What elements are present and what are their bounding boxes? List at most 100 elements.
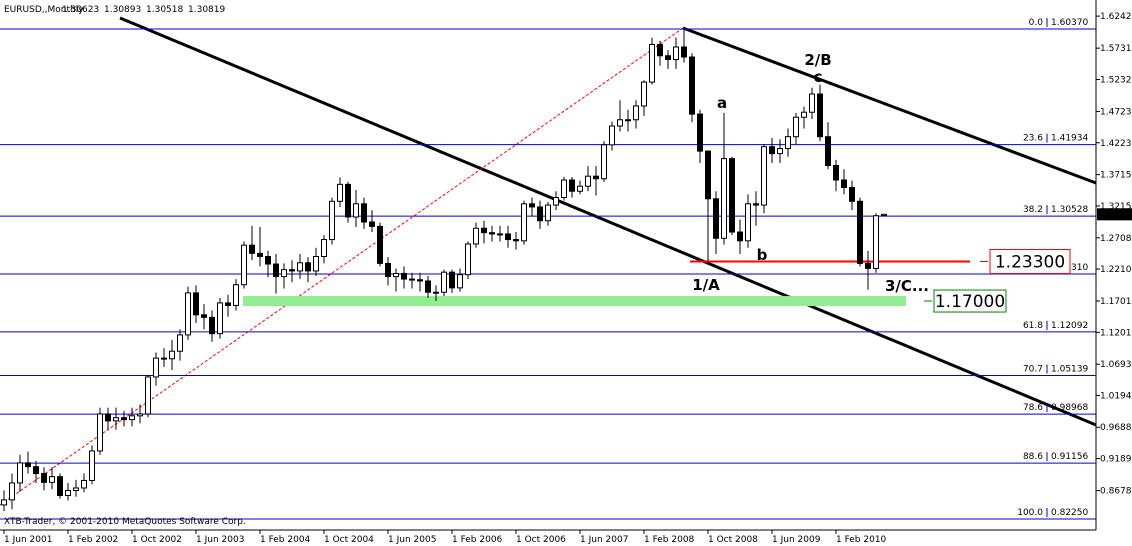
candle-body — [481, 227, 487, 234]
fib-level: 100.0 — [1017, 508, 1043, 518]
candle-body — [505, 233, 511, 241]
x-tick-label: 1 Feb 2006 — [452, 535, 503, 545]
candle-body — [377, 225, 383, 264]
candle-body — [729, 158, 735, 233]
candle-body — [577, 185, 583, 192]
x-tick-label: 1 Jun 2001 — [4, 535, 52, 545]
trend-line — [119, 16, 1097, 427]
candle-body — [65, 489, 71, 496]
header-high: 1.30893 — [104, 5, 141, 15]
candle-body — [153, 357, 159, 378]
candle-body — [281, 269, 287, 278]
fib-base-line — [0, 27, 684, 506]
candle-body — [105, 413, 111, 422]
candle-body — [361, 203, 367, 223]
candle-body — [585, 175, 591, 187]
fib-price: 1.30528 — [1051, 205, 1088, 215]
level-box — [989, 249, 1071, 275]
candle-body — [857, 200, 863, 264]
candle-body — [113, 417, 119, 422]
plot-area: 0.01.6037023.61.4193438.21.3052850.01.21… — [0, 17, 1096, 520]
candle-body — [57, 476, 63, 496]
y-tick-label: 0.86780 — [1100, 487, 1132, 497]
candle-body — [217, 302, 223, 335]
fib-price: 1.05139 — [1051, 364, 1088, 374]
annotation: 1/A — [692, 276, 720, 294]
candle-body — [185, 292, 191, 336]
fib-level: 23.6 — [1023, 134, 1043, 144]
candle-body — [721, 158, 727, 239]
candle-body — [137, 413, 143, 417]
x-tick-label: 1 Feb 2010 — [836, 535, 887, 545]
candle-body — [617, 119, 623, 127]
candle-body — [417, 279, 423, 282]
candle-body — [385, 262, 391, 278]
annotation: b — [757, 246, 768, 264]
candle-body — [89, 450, 95, 481]
fib-price: 0.82250 — [1051, 508, 1088, 518]
candle-body — [401, 272, 407, 280]
fib-level: 78.6 — [1023, 403, 1043, 413]
y-tick-label: 1.42230 — [1100, 139, 1132, 149]
candle-body — [265, 255, 271, 265]
candle-body — [497, 233, 503, 236]
y-tick-label: 1.32150 — [1100, 202, 1132, 212]
x-tick-label: 1 Oct 2006 — [516, 535, 566, 545]
candle-body — [753, 203, 759, 206]
y-tick-label: 1.57310 — [1100, 44, 1132, 54]
candle-body — [641, 81, 647, 107]
y-tick-label: 1.62420 — [1100, 12, 1132, 22]
candle-body — [33, 466, 39, 475]
candle-body — [649, 43, 655, 83]
candle-body — [97, 413, 103, 452]
current-price-label: 1.30819 — [1099, 210, 1132, 220]
candle-body — [305, 262, 311, 272]
y-tick-label: 1.47230 — [1100, 107, 1132, 117]
annotation: 2/B — [804, 51, 831, 69]
candle-body — [849, 186, 855, 202]
symbol: EURUSD,,Monthly — [4, 5, 84, 15]
candle-body — [625, 119, 631, 122]
candle-body — [425, 280, 431, 293]
candle-body — [593, 175, 599, 180]
x-tick-label: 1 Jun 2005 — [388, 535, 436, 545]
candle-body — [337, 183, 343, 202]
candle-body — [201, 314, 207, 318]
candle-body — [785, 136, 791, 150]
candle-body — [17, 462, 23, 484]
x-tick-label: 1 Jun 2003 — [196, 535, 244, 545]
candle-body — [697, 113, 703, 152]
y-tick-label: 1.52320 — [1100, 75, 1132, 85]
candle-body — [561, 179, 567, 199]
candle-body — [873, 215, 879, 269]
candle-body — [297, 262, 303, 272]
candle-body — [409, 278, 415, 281]
candle-body — [737, 231, 743, 242]
x-tick-label: 1 Feb 2002 — [68, 535, 118, 545]
candle-body — [449, 271, 455, 289]
candle-body — [121, 417, 127, 421]
candle-body — [825, 136, 831, 167]
candle-body — [329, 200, 335, 241]
candle-body — [345, 183, 351, 218]
candle-body — [49, 476, 55, 483]
annotation: a — [717, 94, 727, 112]
candle-body — [545, 204, 551, 222]
candle-body — [81, 479, 87, 489]
candle-body — [817, 93, 823, 138]
candle-body — [881, 213, 887, 217]
fib-level: 61.8 — [1023, 321, 1043, 331]
y-tick-label: 1.12010 — [1100, 328, 1132, 338]
x-tick-label: 1 Oct 2004 — [324, 535, 374, 545]
x-tick-label: 1 Feb 2008 — [644, 535, 695, 545]
candle-body — [289, 269, 295, 272]
annotation: 3/C... — [885, 277, 929, 295]
candle-body — [193, 292, 199, 316]
candle-body — [529, 203, 535, 208]
candle-body — [865, 262, 871, 269]
candle-body — [9, 482, 15, 501]
candle-body — [465, 243, 471, 276]
